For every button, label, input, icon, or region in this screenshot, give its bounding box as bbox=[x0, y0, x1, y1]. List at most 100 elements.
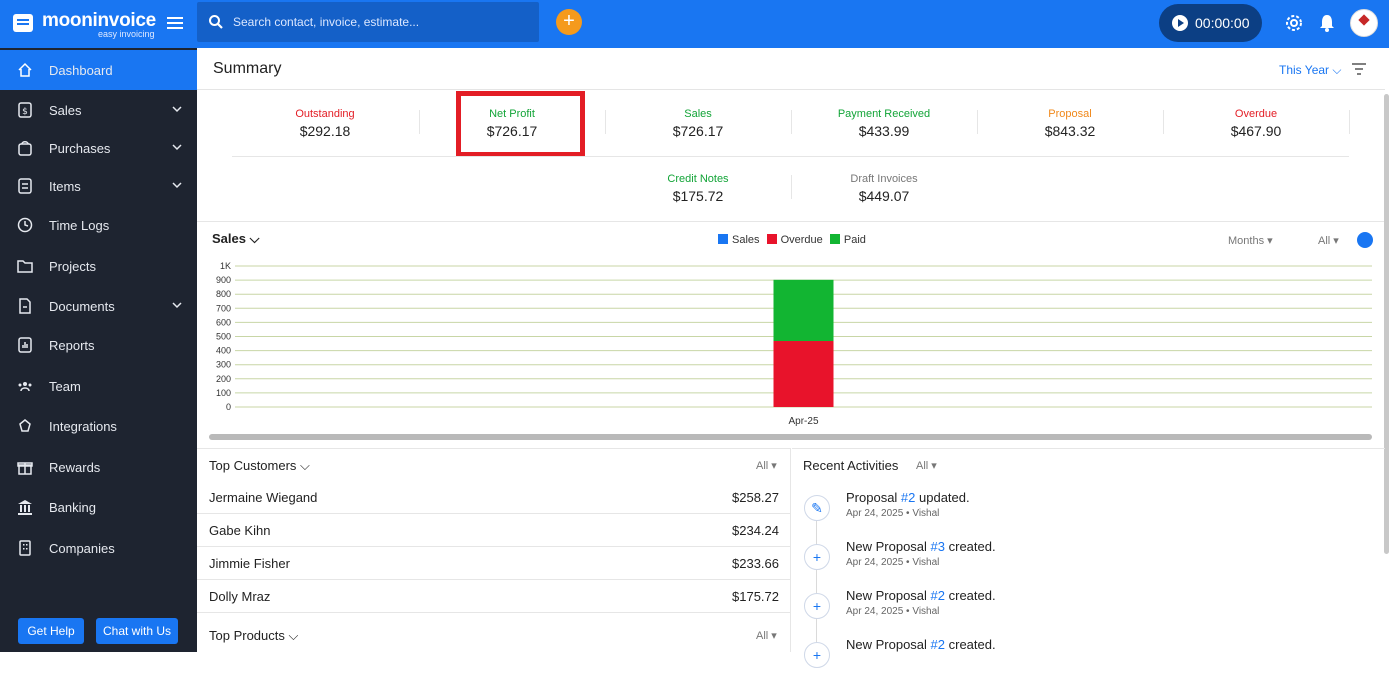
legend-item-paid[interactable]: Paid bbox=[829, 234, 866, 246]
svg-text:$: $ bbox=[22, 107, 28, 117]
sidebar-item-rewards[interactable]: Rewards bbox=[0, 447, 197, 487]
stat-sales[interactable]: Sales $726.17 bbox=[605, 108, 791, 139]
stat-credit-notes[interactable]: Credit Notes $175.72 bbox=[605, 173, 791, 204]
highlight-box bbox=[456, 91, 585, 157]
logo-icon bbox=[13, 14, 33, 32]
y-tick-label: 300 bbox=[216, 360, 231, 370]
top-customers-dropdown[interactable]: Top Customers ⌵ bbox=[209, 458, 310, 473]
sidebar-item-team[interactable]: Team bbox=[0, 366, 197, 406]
activity-link[interactable]: #2 bbox=[930, 588, 946, 603]
sidebar-item-reports[interactable]: Reports bbox=[0, 325, 197, 365]
sidebar-item-documents[interactable]: Documents bbox=[0, 286, 197, 326]
sidebar-item-projects[interactable]: Projects bbox=[0, 246, 197, 286]
bar-overdue[interactable] bbox=[773, 341, 834, 407]
logo[interactable]: mooninvoice easy invoicing bbox=[10, 8, 190, 40]
pie-chart-icon[interactable] bbox=[1357, 232, 1373, 248]
search-input[interactable]: Search contact, invoice, estimate... bbox=[197, 2, 539, 42]
activities-filter-dropdown[interactable]: All ▾ bbox=[916, 460, 937, 472]
table-row[interactable]: Jimmie Fisher $233.66 bbox=[197, 547, 791, 580]
table-row[interactable]: Gabe Kihn $234.24 bbox=[197, 514, 791, 547]
activity-item[interactable]: + New Proposal #2 created. bbox=[792, 637, 1385, 690]
stat-outstanding[interactable]: Outstanding $292.18 bbox=[232, 108, 418, 139]
legend-swatch bbox=[829, 234, 840, 244]
legend-label: Sales bbox=[732, 234, 760, 246]
stat-label: Draft Invoices bbox=[850, 173, 918, 185]
sidebar-item-dashboard[interactable]: Dashboard bbox=[0, 50, 197, 90]
sidebar-item-label: Companies bbox=[49, 541, 115, 556]
stat-value: $175.72 bbox=[672, 188, 724, 204]
timeline-line bbox=[816, 499, 817, 659]
chevron-down-icon bbox=[172, 106, 182, 113]
sidebar-item-sales[interactable]: $ Sales bbox=[0, 90, 197, 130]
vertical-scrollbar[interactable] bbox=[1384, 94, 1389, 554]
chart-all-dropdown[interactable]: All ▾ bbox=[1318, 235, 1339, 247]
divider bbox=[197, 221, 1385, 222]
customer-amount: $233.66 bbox=[732, 556, 779, 571]
sidebar-item-companies[interactable]: Companies bbox=[0, 528, 197, 568]
brand-tagline: easy invoicing bbox=[98, 29, 155, 39]
stat-draft-invoices[interactable]: Draft Invoices $449.07 bbox=[791, 173, 977, 204]
activity-text: New Proposal #3 created. bbox=[846, 539, 996, 554]
sidebar-item-items[interactable]: Items bbox=[0, 166, 197, 206]
activity-meta: Apr 24, 2025 • Vishal bbox=[846, 606, 940, 617]
activity-link[interactable]: #2 bbox=[900, 490, 916, 505]
stat-payment-received[interactable]: Payment Received $433.99 bbox=[791, 108, 977, 139]
timer-button[interactable]: 00:00:00 bbox=[1159, 4, 1262, 42]
all-label: All bbox=[1318, 235, 1331, 247]
period-dropdown[interactable]: This Year ⌵ bbox=[1279, 63, 1342, 77]
table-row[interactable]: Jermaine Wiegand $258.27 bbox=[197, 481, 791, 514]
table-row[interactable]: Dolly Mraz $175.72 bbox=[197, 580, 791, 613]
months-dropdown[interactable]: Months ▾ bbox=[1228, 235, 1273, 247]
menu-icon[interactable] bbox=[166, 14, 184, 32]
legend-item-overdue[interactable]: Overdue bbox=[766, 234, 823, 246]
chat-button[interactable]: Chat with Us bbox=[96, 618, 178, 644]
sidebar-item-banking[interactable]: Banking bbox=[0, 487, 197, 527]
add-button[interactable]: + bbox=[556, 9, 582, 35]
legend-swatch bbox=[718, 234, 728, 244]
bag-icon bbox=[18, 141, 32, 156]
settings-gear-icon[interactable] bbox=[1284, 13, 1304, 33]
sidebar-item-label: Dashboard bbox=[49, 63, 113, 78]
stat-net-profit[interactable]: Net Profit $726.17 bbox=[419, 108, 605, 139]
get-help-button[interactable]: Get Help bbox=[18, 618, 84, 644]
activity-link[interactable]: #2 bbox=[930, 637, 946, 652]
customers-filter-dropdown[interactable]: All ▾ bbox=[756, 460, 777, 472]
divider bbox=[232, 156, 1349, 157]
stat-proposal[interactable]: Proposal $843.32 bbox=[977, 108, 1163, 139]
sidebar-item-integrations[interactable]: Integrations bbox=[0, 406, 197, 446]
divider bbox=[977, 110, 978, 134]
stat-value: $467.90 bbox=[1230, 123, 1282, 139]
chart-title-dropdown[interactable]: Sales ⌵ bbox=[212, 231, 260, 246]
main-content: Summary This Year ⌵ Outstanding $292.18 … bbox=[197, 48, 1389, 668]
bank-icon bbox=[18, 500, 32, 515]
stat-value: $726.17 bbox=[672, 123, 724, 139]
legend-item-sales[interactable]: Sales bbox=[718, 234, 760, 246]
horizontal-scrollbar[interactable] bbox=[209, 434, 1372, 440]
products-filter-dropdown[interactable]: All ▾ bbox=[756, 630, 777, 642]
customer-name: Dolly Mraz bbox=[209, 589, 271, 604]
sidebar-item-time-logs[interactable]: Time Logs bbox=[0, 205, 197, 245]
activity-link[interactable]: #3 bbox=[930, 539, 946, 554]
avatar[interactable] bbox=[1350, 9, 1378, 37]
activity-text: New Proposal #2 created. bbox=[846, 588, 996, 603]
stat-overdue[interactable]: Overdue $467.90 bbox=[1163, 108, 1349, 139]
activity-item[interactable]: + New Proposal #2 created. Apr 24, 2025 … bbox=[792, 588, 1385, 641]
home-icon bbox=[18, 62, 32, 77]
customer-amount: $175.72 bbox=[732, 589, 779, 604]
activity-item[interactable]: + New Proposal #3 created. Apr 24, 2025 … bbox=[792, 539, 1385, 592]
stat-value: $843.32 bbox=[1044, 123, 1096, 139]
pencil-icon: ✎ bbox=[804, 495, 830, 521]
top-customers-panel: Top Customers ⌵ All ▾ Jermaine Wiegand $… bbox=[197, 448, 791, 652]
filter-icon[interactable] bbox=[1351, 62, 1367, 76]
y-tick-label: 1K bbox=[220, 261, 231, 271]
divider bbox=[605, 110, 606, 134]
activity-meta: Apr 24, 2025 • Vishal bbox=[846, 557, 940, 568]
sidebar-item-purchases[interactable]: Purchases bbox=[0, 128, 197, 168]
divider bbox=[419, 110, 420, 134]
bell-icon[interactable] bbox=[1318, 13, 1336, 33]
sidebar: Dashboard $ Sales Purchases Items Time L… bbox=[0, 48, 197, 652]
bar-paid[interactable] bbox=[773, 279, 834, 342]
top-products-dropdown[interactable]: Top Products ⌵ bbox=[209, 628, 299, 643]
activity-item[interactable]: ✎ Proposal #2 updated. Apr 24, 2025 • Vi… bbox=[792, 490, 1385, 543]
y-tick-label: 200 bbox=[216, 374, 231, 384]
